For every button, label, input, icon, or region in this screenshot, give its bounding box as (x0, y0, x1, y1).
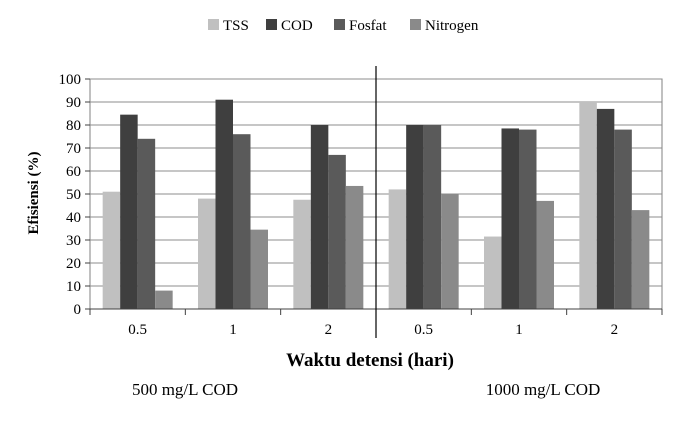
bar-tss-4 (484, 236, 502, 309)
y-tick-label: 100 (59, 72, 82, 88)
bar-nitrogen-3 (441, 194, 459, 309)
bar-tss-0 (102, 191, 121, 309)
x-tick-label: 0.5 (128, 322, 147, 338)
x-tick-label: 1 (229, 322, 237, 338)
y-tick-label: 90 (66, 95, 81, 111)
bar-cod-4 (501, 128, 519, 309)
legend-swatch-cod (266, 19, 277, 30)
bar-fosfat-4 (519, 129, 537, 309)
bar-cod-5 (596, 108, 615, 310)
legend-label-tss: TSS (223, 18, 249, 34)
y-tick-label: 70 (66, 141, 81, 157)
y-axis-label: Efisiensi (%) (26, 152, 42, 235)
bar-tss-5 (579, 102, 597, 309)
y-tick-label: 10 (66, 279, 81, 295)
legend-swatch-tss (208, 19, 219, 30)
bar-nitrogen-5 (631, 210, 650, 309)
bar-nitrogen-2 (345, 185, 364, 309)
x-tick-label: 1 (515, 322, 523, 338)
bar-fosfat-2 (328, 154, 346, 309)
y-tick-label: 40 (66, 210, 81, 226)
x-axis-label: Waktu detensi (hari) (286, 350, 454, 371)
legend-swatch-fosfat (334, 19, 345, 30)
y-tick-label: 30 (66, 233, 81, 249)
bar-tss-3 (388, 189, 407, 309)
bar-nitrogen-1 (250, 229, 268, 309)
x-tick-label: 2 (611, 322, 619, 338)
bar-cod-1 (215, 99, 233, 309)
axes: 0 10 20 30 40 50 60 70 80 90 100 0.5 1 2 0.5 1 2 (59, 66, 663, 338)
bar-fosfat-3 (423, 125, 442, 309)
bar-nitrogen-0 (155, 290, 173, 309)
y-tick-label: 0 (74, 302, 82, 318)
bar-tss-2 (293, 199, 311, 309)
bar-fosfat-0 (137, 138, 156, 309)
group-label-500: 500 mg/L COD (132, 380, 238, 399)
legend-label-fosfat: Fosfat (349, 18, 387, 34)
y-tick-label: 60 (66, 164, 81, 180)
bar-cod-3 (406, 125, 424, 309)
group-label-1000: 1000 mg/L COD (486, 380, 601, 399)
x-tick-label: 2 (325, 322, 333, 338)
y-tick-label: 80 (66, 118, 81, 134)
bar-fosfat-5 (614, 129, 632, 309)
bar-tss-1 (198, 198, 216, 309)
x-tick-label: 0.5 (414, 322, 433, 338)
legend: TSS COD Fosfat Nitrogen (208, 18, 479, 34)
bar-nitrogen-4 (536, 200, 554, 309)
y-tick-label: 20 (66, 256, 81, 272)
bars (102, 99, 650, 310)
bar-cod-0 (120, 114, 138, 310)
legend-label-nitrogen: Nitrogen (425, 18, 479, 34)
bar-cod-2 (310, 125, 329, 309)
legend-label-cod: COD (281, 18, 313, 34)
legend-swatch-nitrogen (410, 19, 421, 30)
bar-fosfat-1 (233, 134, 251, 309)
y-tick-label: 50 (66, 187, 81, 203)
